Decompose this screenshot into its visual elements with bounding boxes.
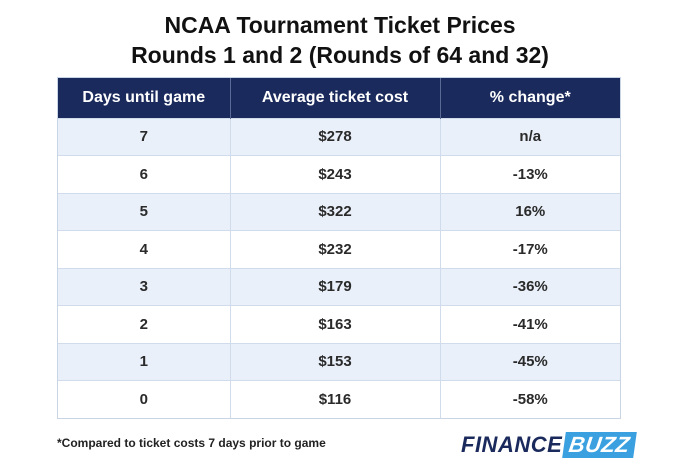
cell-change: -13% [439, 155, 620, 193]
table-row: 5 $322 16% [58, 192, 620, 231]
logo-text-buzz: BUZZ [562, 432, 637, 458]
table-header-row: Days until game Average ticket cost % ch… [58, 78, 620, 118]
footnote: *Compared to ticket costs 7 days prior t… [57, 436, 326, 450]
cell-change: -36% [439, 267, 620, 306]
cell-days: 3 [58, 267, 230, 306]
table-row: 4 $232 -17% [58, 230, 620, 268]
cell-days: 4 [58, 230, 230, 268]
cell-cost: $153 [229, 342, 440, 381]
table-row: 0 $116 -58% [58, 380, 620, 418]
cell-cost: $322 [229, 192, 440, 231]
column-header-cost: Average ticket cost [229, 78, 440, 118]
cell-cost: $278 [229, 117, 440, 156]
title-line-2: Rounds 1 and 2 (Rounds of 64 and 32) [131, 42, 549, 68]
cell-days: 0 [58, 380, 230, 418]
cell-days: 7 [58, 117, 230, 156]
cell-change: n/a [439, 117, 620, 156]
table-row: 3 $179 -36% [58, 267, 620, 306]
cell-change: -17% [439, 230, 620, 268]
column-header-change: % change* [439, 78, 620, 118]
cell-cost: $243 [229, 155, 440, 193]
table-row: 7 $278 n/a [58, 117, 620, 156]
cell-cost: $163 [229, 305, 440, 343]
cell-days: 6 [58, 155, 230, 193]
column-header-days: Days until game [58, 78, 230, 118]
cell-change: 16% [439, 192, 620, 231]
cell-change: -41% [439, 305, 620, 343]
cell-change: -45% [439, 342, 620, 381]
price-table: Days until game Average ticket cost % ch… [57, 77, 621, 419]
cell-cost: $116 [229, 380, 440, 418]
logo-text-finance: FINANCE [461, 432, 563, 457]
cell-days: 1 [58, 342, 230, 381]
cell-change: -58% [439, 380, 620, 418]
table-row: 1 $153 -45% [58, 342, 620, 381]
cell-days: 5 [58, 192, 230, 231]
cell-cost: $179 [229, 267, 440, 306]
cell-cost: $232 [229, 230, 440, 268]
financebuzz-logo: FINANCE BUZZ [461, 431, 637, 459]
cell-days: 2 [58, 305, 230, 343]
table-row: 2 $163 -41% [58, 305, 620, 343]
chart-title: NCAA Tournament Ticket Prices Rounds 1 a… [0, 10, 680, 70]
title-line-1: NCAA Tournament Ticket Prices [164, 12, 516, 38]
table-row: 6 $243 -13% [58, 155, 620, 193]
